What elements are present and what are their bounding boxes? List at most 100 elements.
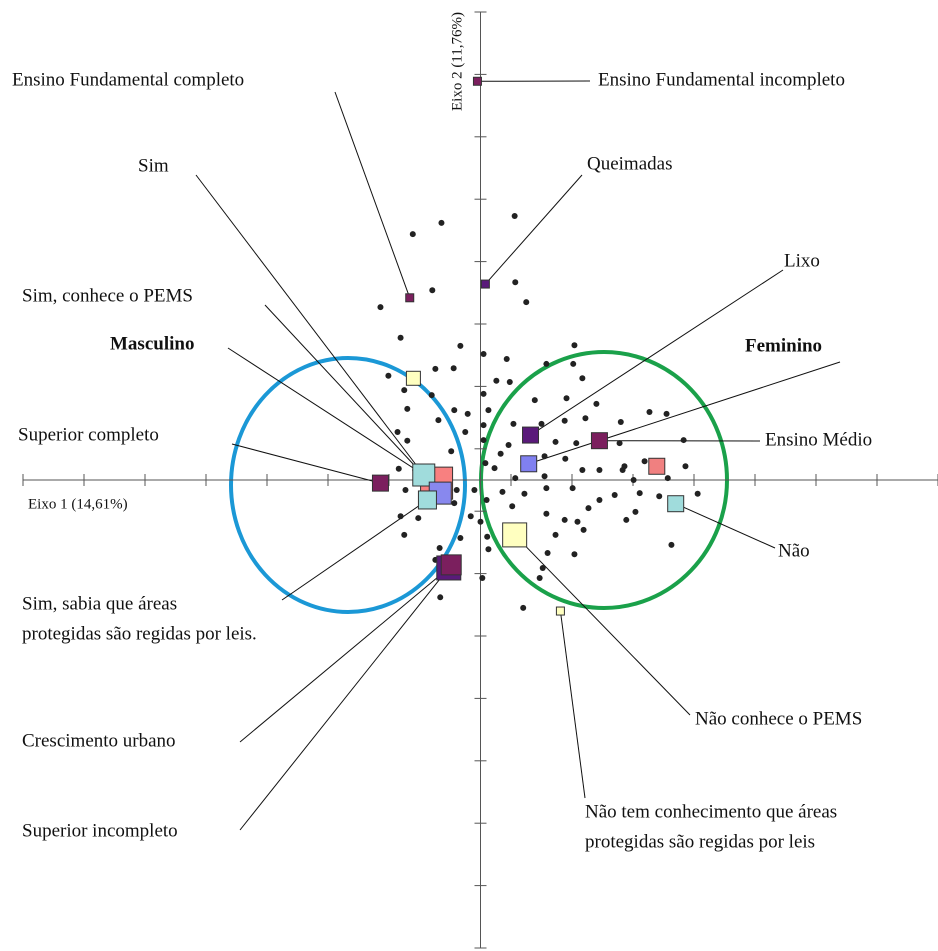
dot — [451, 407, 458, 414]
point-label: Masculino — [110, 333, 194, 354]
dot — [563, 395, 570, 402]
leader-line — [675, 503, 776, 549]
x-axis-label: Eixo 1 (14,61%) — [28, 496, 128, 512]
dot — [663, 410, 670, 417]
dot — [437, 594, 444, 601]
dot — [571, 551, 578, 558]
dot — [646, 408, 653, 415]
point-label: Crescimento urbano — [22, 730, 176, 751]
leader-line — [334, 91, 411, 298]
dot — [523, 299, 530, 306]
dot — [467, 513, 474, 520]
point-label: Lixo — [784, 250, 820, 271]
dot — [682, 463, 689, 470]
leader-line — [528, 361, 841, 465]
dot — [596, 467, 603, 474]
point-label: Ensino Fundamental incompleto — [598, 69, 845, 90]
dot — [485, 407, 492, 414]
dot — [585, 505, 592, 512]
dot — [385, 372, 392, 379]
dot — [438, 219, 445, 226]
dot — [543, 510, 550, 517]
group-circle — [229, 356, 467, 614]
point-label: Sim, sabia que áreas — [22, 593, 177, 614]
dot — [561, 417, 568, 424]
leader-line — [239, 564, 452, 831]
dot — [552, 438, 559, 445]
category-point — [440, 554, 462, 576]
dot — [574, 518, 581, 525]
point-label: Sim — [138, 155, 169, 176]
dot — [480, 422, 487, 429]
dot — [450, 365, 457, 372]
point-label: Feminino — [745, 335, 822, 356]
point-label: Não — [778, 540, 810, 561]
dot — [462, 428, 469, 435]
dot — [694, 490, 701, 497]
category-point — [648, 457, 666, 475]
dot — [503, 355, 510, 362]
leader-line — [231, 443, 381, 484]
dot — [520, 604, 527, 611]
dot — [636, 490, 643, 497]
dot — [479, 574, 486, 581]
dot — [428, 392, 435, 399]
category-point — [480, 279, 490, 289]
dot — [543, 360, 550, 367]
dot — [632, 508, 639, 515]
dot — [579, 375, 586, 382]
dot — [680, 437, 687, 444]
point-label: Ensino Fundamental completo — [12, 69, 244, 90]
dot — [480, 390, 487, 397]
point-label: Superior completo — [18, 424, 159, 445]
dot — [483, 496, 490, 503]
dot — [482, 460, 489, 467]
dot — [404, 405, 411, 412]
dot — [404, 437, 411, 444]
dot — [506, 379, 513, 386]
dot — [511, 213, 518, 220]
dot — [415, 515, 422, 522]
leader-line — [264, 304, 441, 494]
dot — [397, 334, 404, 341]
dot — [480, 437, 487, 444]
dot — [401, 387, 408, 394]
point-label: protegidas são regidas por leis. — [22, 623, 257, 644]
dot — [619, 467, 626, 474]
dot — [561, 516, 568, 523]
leader-line — [281, 499, 428, 601]
dot — [580, 526, 587, 533]
category-point — [405, 370, 421, 386]
point-label: Ensino Médio — [765, 429, 872, 450]
category-point — [405, 293, 415, 303]
dot — [641, 458, 648, 465]
dot — [630, 477, 637, 483]
point-label: Superior incompleto — [22, 820, 178, 841]
leader-line — [227, 347, 437, 484]
point-label: Não tem conhecimento que áreas — [585, 801, 837, 822]
point-label: Queimadas — [587, 153, 672, 174]
dot — [611, 491, 618, 498]
dot — [499, 488, 506, 495]
dot — [668, 541, 675, 548]
dot — [593, 400, 600, 407]
category-point — [371, 474, 389, 492]
dot — [571, 342, 578, 349]
dot — [664, 475, 671, 482]
category-point — [590, 432, 608, 450]
dot — [480, 350, 487, 357]
dot — [536, 574, 543, 581]
dot — [402, 486, 409, 493]
point-label: protegidas são regidas por leis — [585, 831, 815, 852]
dot — [617, 418, 624, 425]
dot — [510, 420, 517, 427]
point-label: Sim, conhece o PEMS — [22, 285, 193, 306]
category-point — [472, 76, 482, 86]
dot — [569, 485, 576, 492]
dot — [435, 417, 442, 424]
category-point — [520, 455, 538, 473]
dot — [485, 546, 492, 553]
dot — [484, 533, 491, 540]
dot — [448, 448, 455, 455]
